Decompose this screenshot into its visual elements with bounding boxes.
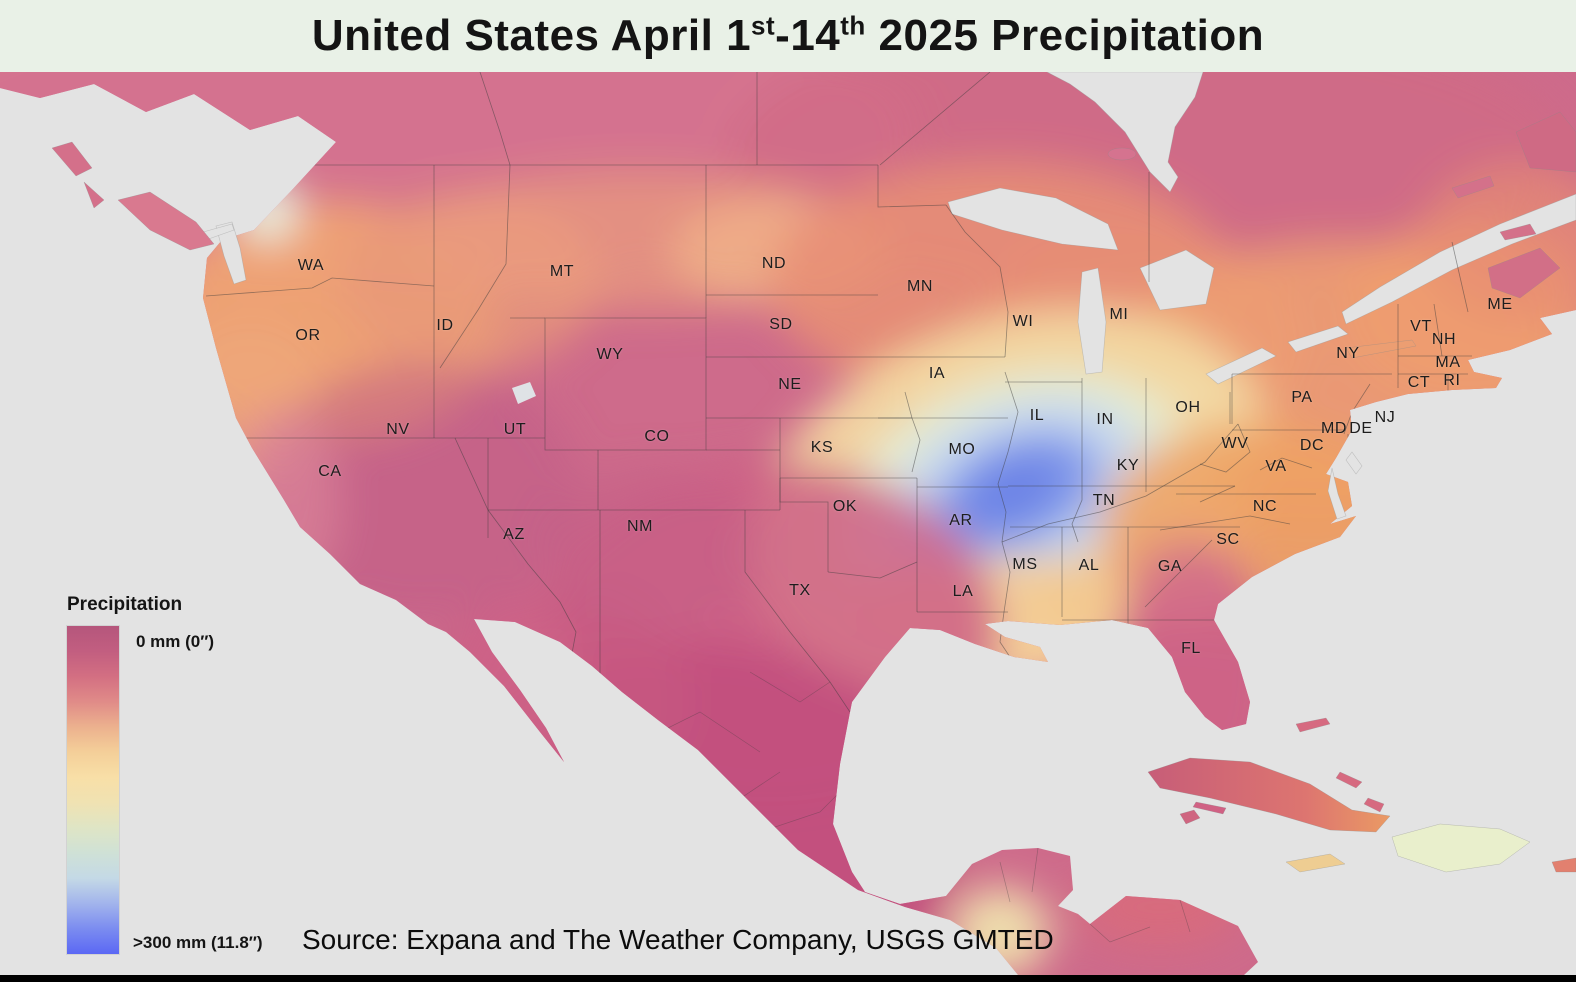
lake-superior [947, 187, 1119, 251]
lake-ontario [1287, 325, 1349, 353]
james-bay-island [1107, 147, 1137, 161]
bottom-black-bar [0, 975, 1576, 982]
bahamas-island-3 [1363, 797, 1385, 813]
source-attribution: Source: Expana and The Weather Company, … [302, 924, 1054, 955]
long-island [1345, 339, 1417, 359]
cuba [1147, 757, 1391, 833]
puget-sound [215, 221, 247, 285]
bahamas-island-2 [1335, 771, 1363, 789]
isla-juventud [1179, 809, 1201, 825]
vancouver-island [117, 191, 215, 251]
anticosti-island [1451, 175, 1495, 199]
title-bar: United States April 1st-14th 2025 Precip… [0, 0, 1576, 72]
jamaica [1285, 853, 1346, 873]
precipitation-color-field [0, 72, 1576, 975]
page-title: United States April 1st-14th 2025 Precip… [311, 10, 1265, 60]
map-canvas [0, 72, 1576, 975]
nova-scotia [1487, 247, 1561, 299]
bahamas-island-1 [1295, 717, 1331, 733]
lake-michigan [1077, 267, 1107, 375]
haida-gwaii-north [51, 141, 93, 177]
lake-erie [1205, 347, 1277, 385]
delaware-bay [1345, 451, 1363, 475]
hudson-james-bay [1046, 72, 1204, 193]
great-salt-lake [512, 382, 536, 404]
lakes-and-bays [195, 72, 1576, 520]
islands [51, 111, 1576, 873]
newfoundland [1515, 111, 1576, 173]
hispaniola [1391, 823, 1531, 873]
st-lawrence-river [1341, 193, 1576, 325]
florida-keys [1192, 801, 1227, 815]
puerto-rico [1551, 857, 1576, 873]
haida-gwaii-south [83, 181, 105, 209]
chesapeake-bay [1327, 467, 1347, 520]
lake-huron [1139, 249, 1215, 311]
state-boundaries [205, 72, 1472, 713]
prince-edward-island [1499, 223, 1537, 241]
precipitation-map: WA OR ID MT WY NV UT CO CA AZ NM ND SD NE KS OK TX MN IA MO… [0, 72, 1576, 975]
